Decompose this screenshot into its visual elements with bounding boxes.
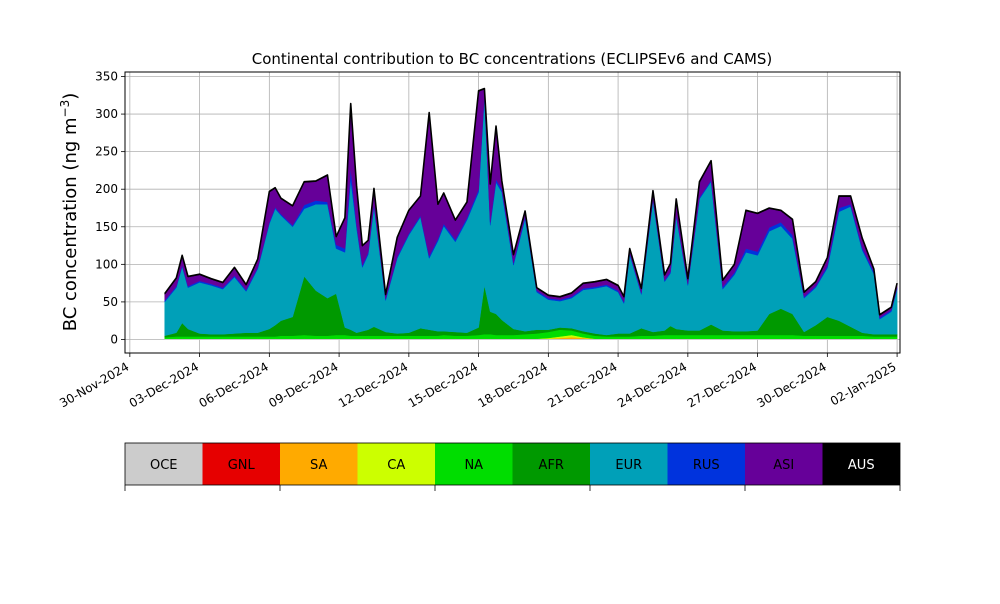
y-tick-label: 50 xyxy=(103,295,118,309)
legend-label-afr: AFR xyxy=(539,458,564,473)
legend-swatch-eur xyxy=(590,443,668,485)
y-tick-label: 0 xyxy=(110,332,118,346)
y-tick-label: 100 xyxy=(95,257,118,271)
area-layer xyxy=(164,88,898,340)
y-axis-label-close: ) xyxy=(60,93,81,100)
outline-layer xyxy=(164,87,898,316)
legend-label-eur: EUR xyxy=(615,458,642,473)
legend-swatch-ca xyxy=(357,443,435,485)
legend: OCE GNL SA CA NA AFR EUR RUS ASI AUS xyxy=(124,442,901,491)
legend-label-asi: ASI xyxy=(773,458,794,473)
y-axis: 0 50 100 150 200 250 300 350 xyxy=(95,70,125,346)
legend-label-sa: SA xyxy=(310,458,327,473)
legend-label-aus: AUS xyxy=(848,458,875,473)
legend-swatch-oce xyxy=(125,443,203,485)
legend-swatch-aus xyxy=(822,443,900,485)
legend-label-gnl: GNL xyxy=(228,458,256,473)
legend-swatch-rus xyxy=(667,443,745,485)
y-tick-label: 350 xyxy=(95,70,118,84)
legend-label-ca: CA xyxy=(387,458,405,473)
y-axis-label: BC concentration (ng m−3) xyxy=(58,93,81,332)
legend-swatch-asi xyxy=(745,443,823,485)
legend-label-na: NA xyxy=(464,458,483,473)
y-axis-label-superscript: −3 xyxy=(58,100,72,118)
legend-frame xyxy=(124,442,901,486)
chart-title: Continental contribution to BC concentra… xyxy=(252,50,773,68)
legend-swatch-afr xyxy=(512,443,590,485)
legend-label-oce: OCE xyxy=(150,458,178,473)
plot-frame xyxy=(124,71,901,354)
legend-swatch-gnl xyxy=(202,443,280,485)
y-tick-label: 250 xyxy=(95,145,118,159)
y-tick-label: 150 xyxy=(95,220,118,234)
legend-label-rus: RUS xyxy=(693,458,720,473)
y-tick-label: 200 xyxy=(95,182,118,196)
legend-swatch-na xyxy=(435,443,513,485)
y-axis-label-main: BC concentration (ng m xyxy=(60,117,81,331)
legend-swatch-sa xyxy=(280,443,358,485)
y-tick-label: 300 xyxy=(95,107,118,121)
total-outline xyxy=(164,87,898,316)
